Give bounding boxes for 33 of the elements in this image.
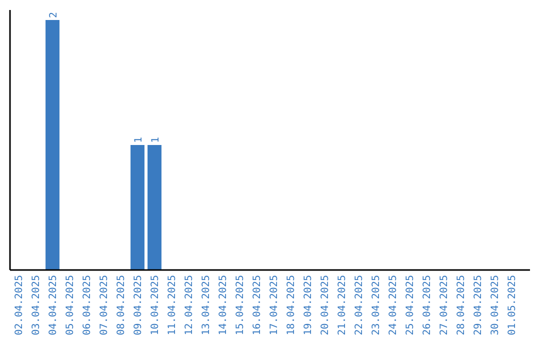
x-tick-label: 28.04.2025 — [456, 275, 467, 336]
x-tick-label: 02.04.2025 — [14, 275, 25, 336]
x-tick-label: 11.04.2025 — [167, 275, 178, 336]
x-tick-label: 17.04.2025 — [269, 275, 280, 336]
x-tick-label: 21.04.2025 — [337, 275, 348, 336]
data-label: 2 — [48, 12, 60, 18]
x-tick-label: 18.04.2025 — [286, 275, 297, 336]
data-label: 1 — [134, 136, 144, 143]
x-tick-label: 19.04.2025 — [303, 275, 314, 336]
x-tick-label: 09.04.2025 — [133, 275, 144, 336]
x-tick-label: 22.04.2025 — [354, 275, 365, 336]
x-tick-label: 03.04.2025 — [31, 275, 42, 336]
x-tick-label: 26.04.2025 — [422, 275, 433, 336]
x-tick-label: 01.05.2025 — [507, 275, 518, 336]
x-tick-label: 30.04.2025 — [490, 275, 501, 336]
x-tick-label: 15.04.2025 — [235, 275, 246, 336]
x-tick-label: 27.04.2025 — [439, 275, 450, 336]
x-tick-label: 06.04.2025 — [82, 275, 93, 336]
x-tick-label: 04.04.2025 — [48, 275, 59, 336]
data-label: 1 — [150, 136, 162, 143]
x-tick-label: 13.04.2025 — [201, 275, 212, 336]
x-tick-label: 20.04.2025 — [320, 275, 331, 336]
x-tick-label: 29.04.2025 — [473, 275, 484, 336]
x-tick-label: 24.04.2025 — [388, 275, 399, 336]
x-tick-label: 14.04.2025 — [218, 275, 229, 336]
x-tick-label: 10.04.2025 — [150, 275, 161, 336]
x-tick-label: 25.04.2025 — [405, 275, 416, 336]
x-tick-label: 05.04.2025 — [65, 275, 76, 336]
x-tick-label: 16.04.2025 — [252, 275, 263, 336]
x-tick-label: 23.04.2025 — [371, 275, 382, 336]
x-tick-label: 12.04.2025 — [184, 275, 195, 336]
x-tick-label: 07.04.2025 — [99, 275, 110, 336]
x-tick-label: 08.04.2025 — [116, 275, 127, 336]
